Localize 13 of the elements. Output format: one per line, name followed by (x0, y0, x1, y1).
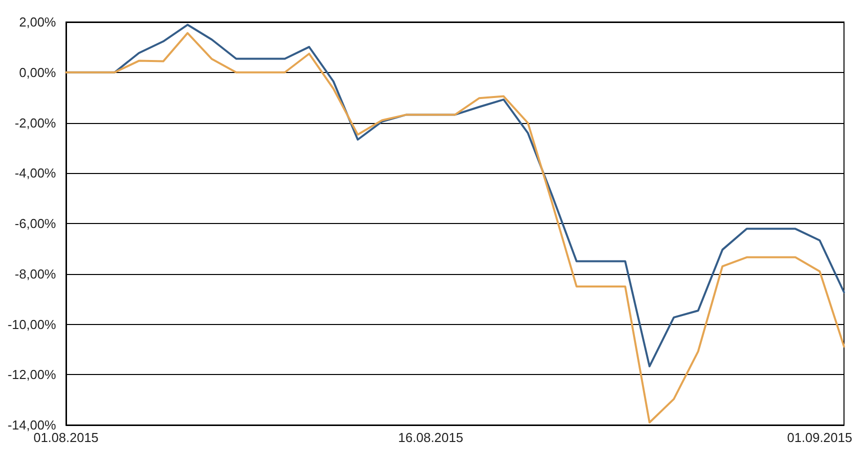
line-series (65, 32, 845, 424)
y-tick-label: -4,00% (14, 166, 56, 181)
y-tick-label: -14,00% (8, 418, 56, 432)
x-tick-label: 16.08.2015 (398, 430, 464, 445)
y-tick-label: -8,00% (14, 266, 56, 282)
x-tick-label: 01.08.2015 (33, 430, 99, 445)
y-tick-label: -12,00% (8, 367, 56, 382)
y-tick-label: -6,00% (14, 216, 56, 231)
y-tick-label: 2,00% (19, 14, 56, 30)
x-tick-label: 01.09.2015 (787, 430, 852, 445)
y-tick-label: 0,00% (19, 64, 56, 80)
y-tick-label: -2,00% (14, 115, 56, 130)
y-tick-label: -10,00% (8, 316, 56, 332)
